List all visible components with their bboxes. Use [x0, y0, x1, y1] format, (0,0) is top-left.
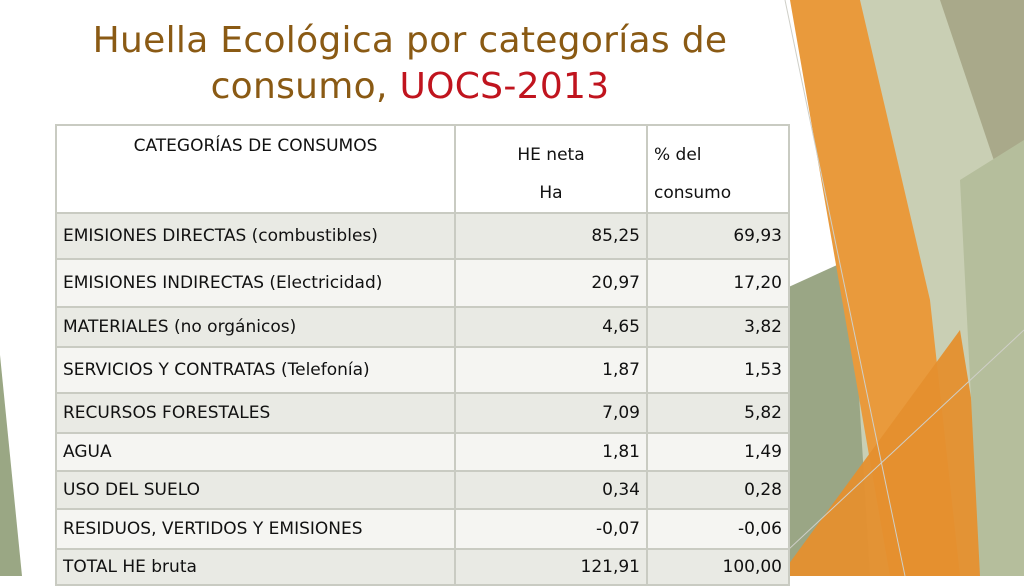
title-line-2-prefix: consumo, [210, 66, 400, 107]
cell-pct: 3,82 [646, 306, 790, 348]
cell-he: 121,91 [454, 548, 648, 586]
deco-thin-line-1 [784, 0, 906, 576]
table-row: RESIDUOS, VERTIDOS Y EMISIONES -0,07 -0,… [55, 508, 790, 550]
cell-category: USO DEL SUELO [55, 470, 456, 510]
deco-orange-lower [780, 330, 1000, 576]
cell-category: TOTAL HE bruta [55, 548, 456, 586]
cell-pct: 1,49 [646, 432, 790, 472]
table-row: SERVICIOS Y CONTRATAS (Telefonía) 1,87 1… [55, 346, 790, 394]
cell-pct: 5,82 [646, 392, 790, 434]
header-he-line1: HE neta [517, 145, 585, 165]
cell-pct: 100,00 [646, 548, 790, 586]
table-row: EMISIONES DIRECTAS (combustibles) 85,25 … [55, 212, 790, 260]
cell-category: SERVICIOS Y CONTRATAS (Telefonía) [55, 346, 456, 394]
cell-he: 7,09 [454, 392, 648, 434]
cell-he: 20,97 [454, 258, 648, 308]
cell-he: 85,25 [454, 212, 648, 260]
title-accent-year: UOCS-2013 [399, 66, 610, 107]
cell-pct: 0,28 [646, 470, 790, 510]
header-he-line2: Ha [539, 183, 563, 203]
table-row: TOTAL HE bruta 121,91 100,00 [55, 548, 790, 586]
cell-pct: -0,06 [646, 508, 790, 550]
cell-category: RECURSOS FORESTALES [55, 392, 456, 434]
cell-he: 1,87 [454, 346, 648, 394]
cell-category: EMISIONES DIRECTAS (combustibles) [55, 212, 456, 260]
footprint-table: CATEGORÍAS DE CONSUMOS HE neta Ha % del co… [55, 124, 790, 586]
table-header-row: CATEGORÍAS DE CONSUMOS HE neta Ha % del co… [55, 124, 790, 214]
title-line-1: Huella Ecológica por categorías de [92, 20, 728, 61]
table-row: AGUA 1,81 1,49 [55, 432, 790, 472]
deco-green-mid [960, 140, 1024, 576]
slide-title: Huella Ecológica por categorías de consu… [60, 18, 760, 110]
cell-he: 4,65 [454, 306, 648, 348]
deco-thin-line-2 [759, 329, 1024, 576]
cell-category: RESIDUOS, VERTIDOS Y EMISIONES [55, 508, 456, 550]
header-he-neta: HE neta Ha [454, 124, 648, 214]
cell-category: AGUA [55, 432, 456, 472]
cell-he: 1,81 [454, 432, 648, 472]
title-line-2: consumo, UOCS-2013 [60, 64, 760, 110]
table-row: EMISIONES INDIRECTAS (Electricidad) 20,9… [55, 258, 790, 308]
table-row: RECURSOS FORESTALES 7,09 5,82 [55, 392, 790, 434]
cell-he: -0,07 [454, 508, 648, 550]
cell-he: 0,34 [454, 470, 648, 510]
cell-category: EMISIONES INDIRECTAS (Electricidad) [55, 258, 456, 308]
cell-pct: 1,53 [646, 346, 790, 394]
header-pct: % del consumo [646, 124, 790, 214]
header-category: CATEGORÍAS DE CONSUMOS [55, 124, 456, 214]
header-pct-line1: % del [654, 145, 702, 165]
table-row: MATERIALES (no orgánicos) 4,65 3,82 [55, 306, 790, 348]
cell-pct: 17,20 [646, 258, 790, 308]
cell-pct: 69,93 [646, 212, 790, 260]
table-row: USO DEL SUELO 0,34 0,28 [55, 470, 790, 510]
deco-left-green-triangle [0, 355, 22, 576]
cell-category: MATERIALES (no orgánicos) [55, 306, 456, 348]
header-pct-line2: consumo [654, 183, 732, 203]
